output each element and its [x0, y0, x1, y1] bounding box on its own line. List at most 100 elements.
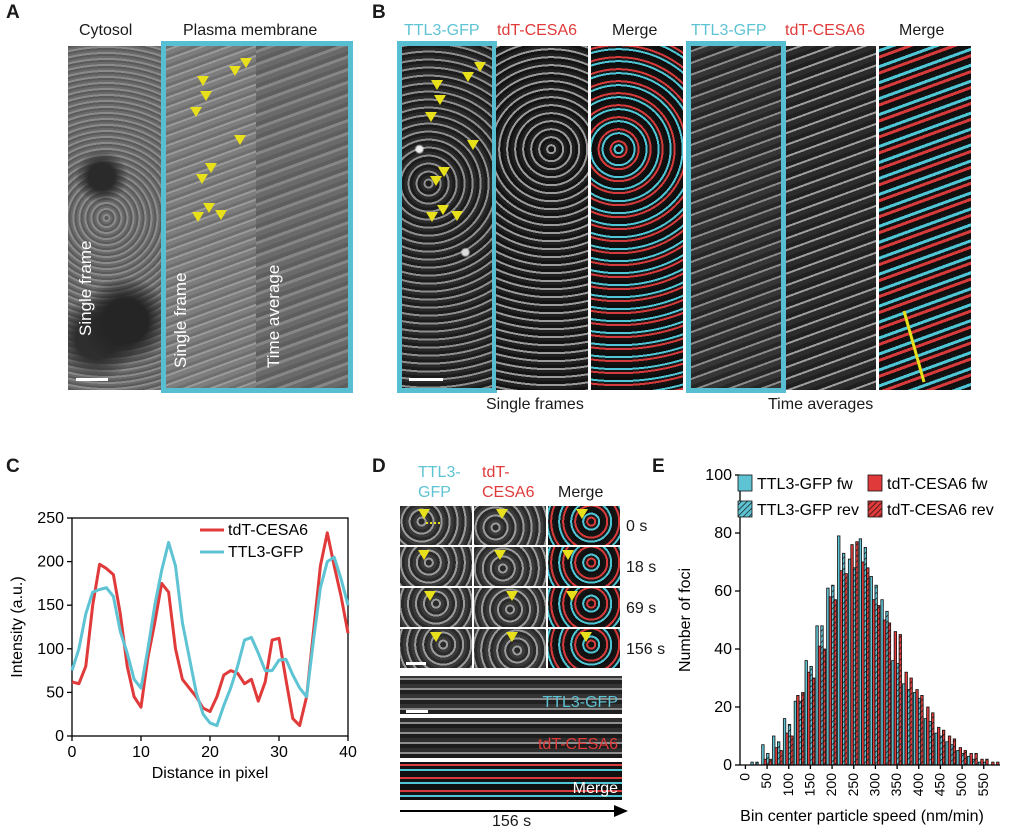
histogram-bar	[828, 596, 832, 766]
arrowhead-a	[205, 163, 217, 173]
histogram-bar	[768, 758, 772, 766]
histogram-bar	[941, 729, 946, 766]
y-tick-label: 80	[714, 525, 732, 542]
histogram-bar	[807, 671, 811, 766]
panel-label-a: A	[6, 2, 20, 23]
legend-swatch	[737, 500, 753, 518]
merge-timepoint-image	[548, 547, 620, 586]
histogram-bar	[898, 634, 902, 766]
histogram-bar	[887, 622, 892, 766]
single-frame-label-a1: Single frame	[76, 240, 95, 336]
time-averages-caption: Time averages	[768, 396, 874, 413]
y-axis-label: Intensity (a.u.)	[9, 576, 26, 677]
arrowhead-d	[496, 509, 508, 519]
x-axis-label: Bin center particle speed (nm/min)	[740, 808, 984, 825]
y-tick-label: 200	[37, 554, 64, 571]
cytosol-label: Cytosol	[79, 22, 133, 39]
histogram-bar	[833, 599, 837, 766]
arrowhead-a	[240, 58, 252, 68]
arrowhead-d	[418, 550, 430, 560]
histogram-bar	[844, 573, 848, 766]
x-axis-label: Distance in pixel	[152, 765, 269, 782]
arrowhead-a	[203, 203, 215, 213]
cytosol-image: Single frame	[68, 46, 164, 390]
time-label-1: 18 s	[626, 559, 657, 576]
x-tick-label: 30	[270, 744, 288, 761]
single-frames-caption: Single frames	[486, 396, 584, 413]
merge-single-frame-image	[591, 46, 683, 390]
x-tick-label: 500	[953, 773, 969, 797]
plasma-membrane-frame	[161, 41, 353, 393]
histogram-bar	[779, 750, 783, 766]
x-tick-label: 200	[823, 773, 839, 797]
histogram-bar	[974, 752, 978, 766]
arrowhead-d	[566, 591, 578, 601]
histogram-bar	[947, 735, 952, 766]
legend-label: TTL3-GFP rev	[757, 502, 859, 519]
histogram-bar	[980, 758, 984, 766]
scale-bar-b	[409, 378, 443, 381]
ttl3-gfp-label-b1: TTL3-GFP	[404, 22, 480, 39]
y-tick-label: 20	[714, 699, 732, 716]
legend-swatch	[737, 474, 753, 492]
legend-swatch	[867, 474, 883, 492]
line-profile-marker	[902, 310, 926, 383]
arrowhead-d	[576, 509, 588, 519]
x-tick-label: 550	[975, 773, 991, 797]
arrowhead-d	[506, 591, 518, 601]
speed-histogram-chart: 0 20 40 60 80 100 0 50 100 150 200 250 300 350 400 450 5…	[677, 467, 1000, 825]
arrowhead-a	[200, 91, 212, 101]
scale-bar-d2	[406, 710, 428, 713]
plasma-membrane-time-average-image: Time average	[256, 46, 348, 390]
histogram-bar	[915, 689, 919, 766]
histogram-bar	[926, 706, 930, 766]
y-tick-label: 60	[714, 583, 732, 600]
time-series-grid	[400, 506, 620, 668]
legend-label: tdT-CESA6 rev	[887, 502, 994, 519]
histogram-bar	[861, 561, 865, 766]
y-tick-label: 0	[55, 728, 64, 745]
kymograph-ttl3-gfp: TTL3-GFP	[400, 676, 622, 714]
y-tick-label: 100	[705, 467, 732, 484]
histogram-bar	[763, 758, 767, 766]
histogram-bar	[801, 692, 805, 766]
arrowhead-d	[580, 632, 592, 642]
y-axis-label: Number of foci	[677, 568, 694, 672]
arrowhead-b	[462, 72, 474, 82]
histogram-bar	[937, 726, 941, 766]
time-duration-label: 156 s	[492, 813, 532, 830]
time-arrow	[400, 805, 628, 817]
ttl3-gfp-timepoint-image	[400, 588, 472, 627]
arrowhead-a	[196, 174, 208, 184]
arrowhead-b	[425, 112, 437, 122]
kymograph-tdt-cesa6: tdT-CESA6	[400, 718, 622, 758]
histogram-bar	[920, 694, 924, 766]
dotted-motion-arrow	[426, 522, 440, 524]
arrowhead-a	[215, 210, 227, 220]
arrowhead-a	[234, 135, 246, 145]
series-line-ttl3-gfp	[70, 540, 350, 728]
plasma-membrane-label: Plasma membrane	[183, 22, 318, 39]
y-tick-label: 150	[37, 597, 64, 614]
legend-label: tdT-CESA6	[228, 522, 308, 539]
tdt-cesa6-single-frame-image	[496, 46, 588, 390]
legend-label: tdT-CESA6 fw	[887, 476, 988, 493]
x-tick-label: 0	[68, 744, 77, 761]
ttl3-gfp-single-frame-image	[401, 46, 493, 390]
panel-label-c: C	[6, 456, 20, 477]
arrowhead-a	[190, 107, 202, 117]
panel-label-b: B	[372, 2, 386, 23]
histogram-bar	[969, 752, 973, 766]
intensity-line-chart: 0 10 20 30 40 0 50 100 150 200 250 Distance in pixe…	[9, 510, 357, 782]
time-label-2: 69 s	[626, 600, 657, 617]
x-tick-label: 250	[845, 773, 861, 797]
time-label-0: 0 s	[626, 518, 648, 535]
histogram-bar	[866, 567, 870, 766]
x-tick-label: 50	[758, 773, 774, 789]
histogram-bar	[785, 732, 789, 766]
arrowhead-d	[424, 591, 436, 601]
histogram-bar	[904, 671, 908, 766]
tdt-cesa6-timepoint-image	[474, 629, 546, 668]
legend-label: TTL3-GFP	[228, 544, 304, 561]
x-tick-label: 10	[132, 744, 150, 761]
